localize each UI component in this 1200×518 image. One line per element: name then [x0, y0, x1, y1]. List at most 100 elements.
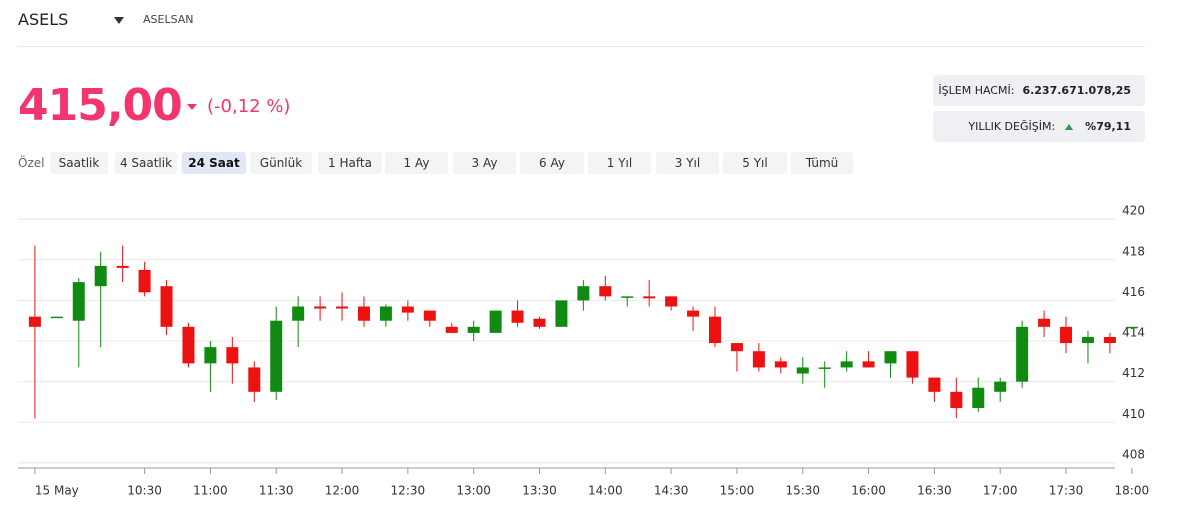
- candle-body: [994, 381, 1007, 392]
- tab[interactable]: 4 Saatlik: [115, 152, 177, 174]
- x-tick-label: 13:30: [522, 484, 557, 498]
- candle-body: [621, 296, 634, 298]
- candle-body: [72, 282, 85, 321]
- tab[interactable]: 3 Yıl: [656, 152, 719, 174]
- dropdown-arrow[interactable]: [114, 17, 124, 24]
- stat-box: YILLIK DEĞİŞİM: %79,11: [933, 111, 1145, 142]
- candle-body: [972, 387, 985, 409]
- y-tick-label: 410: [1122, 407, 1145, 421]
- candle-body: [599, 286, 612, 297]
- candle-body: [204, 347, 217, 364]
- tab[interactable]: 1 Yıl: [588, 152, 651, 174]
- x-tick-label: 12:30: [391, 484, 426, 498]
- x-tick-label: 13:00: [456, 484, 491, 498]
- candle-body: [752, 351, 765, 368]
- x-tick-label: 11:30: [259, 484, 294, 498]
- down-arrow: [187, 104, 197, 110]
- candle-body: [643, 296, 656, 299]
- candle-body: [401, 306, 414, 313]
- y-tick-label: 414: [1122, 326, 1145, 340]
- candle-body: [818, 367, 831, 369]
- candle-body: [774, 361, 787, 368]
- candle-body: [1038, 318, 1051, 327]
- candle-body: [292, 306, 305, 321]
- candle-body: [796, 367, 809, 374]
- candle-body: [1125, 326, 1138, 329]
- candle-body: [445, 326, 458, 333]
- tab[interactable]: 1 Hafta: [318, 152, 382, 174]
- y-tick-label: 420: [1122, 204, 1145, 218]
- tab[interactable]: Tümü: [791, 152, 853, 174]
- x-tick-label: 17:30: [1049, 484, 1084, 498]
- tab[interactable]: 1 Ay: [385, 152, 448, 174]
- candle-body: [357, 306, 370, 321]
- candle-body: [489, 310, 502, 333]
- x-tick-label: 15:00: [720, 484, 755, 498]
- candle-body: [182, 326, 195, 364]
- candle-body: [423, 310, 436, 321]
- candle-body: [906, 351, 919, 378]
- candle-body: [687, 310, 700, 317]
- tab[interactable]: Saatlik: [50, 152, 108, 174]
- candle-body: [116, 265, 129, 268]
- candle-body: [270, 320, 283, 392]
- candle-body: [160, 286, 173, 327]
- candle-body: [730, 343, 743, 352]
- x-tick-label: 12:00: [325, 484, 360, 498]
- candle-body: [840, 361, 853, 368]
- candle-body: [1060, 326, 1073, 344]
- price: 415,00: [18, 80, 183, 131]
- divider: [18, 46, 1145, 47]
- candle-body: [94, 265, 107, 287]
- tab[interactable]: Özel: [18, 156, 45, 170]
- x-tick-label: 16:00: [851, 484, 886, 498]
- x-tick-label: 18:00: [1115, 484, 1150, 498]
- tab[interactable]: 6 Ay: [520, 152, 584, 174]
- candle-body: [379, 306, 392, 321]
- stat-value: 6.237.671.078,25: [1022, 84, 1131, 97]
- candle-body: [1103, 336, 1116, 344]
- x-tick-label: 11:00: [193, 484, 228, 498]
- x-tick-label: 15:30: [785, 484, 820, 498]
- candle-body: [884, 351, 897, 364]
- change: (-0,12 %): [207, 96, 291, 117]
- x-tick-label: 10:30: [127, 484, 162, 498]
- candle-body: [862, 361, 875, 368]
- y-tick-label: 418: [1122, 244, 1145, 258]
- candle-body: [50, 316, 63, 319]
- tab[interactable]: 5 Yıl: [723, 152, 787, 174]
- candle-body: [928, 377, 941, 392]
- x-tick-label: 16:30: [917, 484, 952, 498]
- candle-body: [1081, 336, 1094, 344]
- x-tick-label: 14:00: [588, 484, 623, 498]
- candle-body: [314, 306, 327, 309]
- candle-body: [511, 310, 524, 323]
- candle-body: [708, 316, 721, 344]
- candle-body: [555, 300, 568, 327]
- x-tick-label: 15 May: [35, 484, 79, 498]
- symbol[interactable]: ASELS: [18, 10, 69, 29]
- x-tick-label: 17:00: [983, 484, 1018, 498]
- candle-body: [1016, 326, 1029, 382]
- up-arrow: [1065, 123, 1074, 130]
- company-name: ASELSAN: [143, 13, 194, 26]
- y-tick-label: 412: [1122, 366, 1145, 380]
- stat-value: %79,11: [1085, 120, 1131, 133]
- tab[interactable]: 24 Saat: [182, 152, 246, 174]
- tab[interactable]: Günlük: [250, 152, 312, 174]
- y-tick-label: 416: [1122, 285, 1145, 299]
- candle-body: [467, 326, 480, 333]
- candle-body: [950, 391, 963, 409]
- candle-body: [138, 269, 151, 293]
- tab[interactable]: 3 Ay: [453, 152, 516, 174]
- stat-label: YILLIK DEĞİŞİM:: [968, 120, 1056, 133]
- candle-body: [336, 306, 349, 309]
- candle-body: [577, 286, 590, 301]
- stat-label: İŞLEM HACMİ:: [938, 84, 1015, 97]
- y-tick-label: 408: [1122, 447, 1145, 461]
- candle-body: [28, 316, 41, 327]
- candle-body: [665, 296, 678, 307]
- candle-body: [248, 367, 261, 392]
